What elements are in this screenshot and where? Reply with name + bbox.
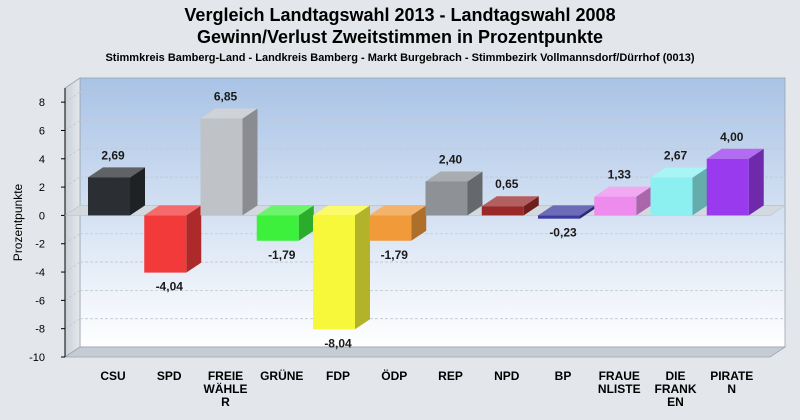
bar-top	[256, 205, 314, 216]
category-label: CSU	[100, 369, 125, 383]
bar	[650, 167, 708, 216]
bar-side	[186, 205, 202, 273]
bar-front	[369, 215, 412, 241]
category-label: FRAUE NLISTE	[598, 369, 641, 396]
category-label: NPD	[494, 369, 520, 383]
bar-side	[242, 108, 258, 216]
y-tick-label: 2	[39, 182, 45, 194]
category-label: BP	[555, 369, 572, 383]
bar-side	[130, 167, 145, 216]
chart-title: Vergleich Landtagswahl 2013 - Landtagswa…	[184, 5, 616, 25]
bar-side	[692, 167, 708, 216]
data-label: 2,40	[439, 152, 463, 166]
bar	[144, 205, 202, 273]
gridline-side	[64, 233, 81, 245]
bar-side	[523, 196, 539, 216]
category-label: DIE FRANK EN	[655, 369, 697, 409]
bar-top	[425, 171, 483, 182]
bar-side	[636, 186, 652, 216]
bar	[538, 205, 595, 219]
data-label: 2,69	[101, 148, 125, 162]
y-tick-label: -2	[35, 239, 45, 251]
bar-top	[706, 148, 764, 159]
bar	[256, 205, 314, 241]
bar-front	[594, 196, 637, 216]
gridline-side	[64, 176, 81, 188]
bar	[88, 167, 145, 216]
bar-front	[144, 215, 187, 273]
bar-top	[650, 167, 708, 178]
plot-side-wall	[64, 77, 81, 358]
category-label: ÖDP	[381, 368, 407, 383]
bar-top	[88, 167, 145, 178]
chart-titles: Vergleich Landtagswahl 2013 - Landtagswa…	[0, 0, 800, 65]
bar-side	[355, 205, 370, 330]
bar-front	[706, 158, 749, 216]
data-label: 4,00	[720, 130, 744, 144]
chart-location: Stimmkreis Bamberg-Land - Landkreis Bamb…	[105, 52, 695, 64]
bar-side	[411, 205, 427, 241]
data-label: 2,67	[664, 149, 688, 163]
data-label: -4,04	[156, 280, 184, 294]
bar-top	[369, 205, 427, 216]
bar-side	[580, 205, 595, 219]
data-label: -1,79	[381, 248, 409, 262]
data-label: 6,85	[214, 89, 238, 103]
gridline-side	[64, 290, 81, 301]
bar-side	[467, 171, 483, 216]
bar-front	[650, 177, 693, 216]
bar-front	[313, 215, 355, 330]
bar	[706, 148, 764, 216]
y-tick-label: 4	[39, 154, 45, 166]
y-axis-label: Prozentpunkte	[11, 183, 25, 261]
bar-top	[594, 186, 652, 197]
bar-top	[481, 196, 539, 207]
y-tick-label: -4	[35, 267, 45, 279]
bar-side	[748, 148, 764, 216]
bar-top	[313, 205, 370, 216]
bar-top	[144, 205, 202, 216]
bar-front	[256, 215, 299, 241]
data-label: -1,79	[268, 248, 296, 262]
bar-front	[538, 215, 580, 219]
y-tick-label: 8	[39, 97, 45, 109]
data-label: -0,23	[549, 226, 577, 240]
bar	[313, 205, 370, 330]
y-tick-label: 6	[39, 125, 45, 137]
data-label: 0,65	[495, 177, 519, 191]
bar-front	[481, 206, 524, 216]
bar-top	[538, 205, 595, 216]
plot-floor	[63, 346, 787, 358]
bar	[425, 171, 483, 216]
chart-subtitle: Gewinn/Verlust Zweitstimmen in Prozentpu…	[196, 27, 604, 47]
bar	[200, 108, 258, 216]
y-tick-label: -8	[35, 324, 45, 336]
category-label: SPD	[157, 369, 182, 383]
data-label: -8,04	[324, 336, 352, 350]
bar	[369, 205, 427, 241]
y-tick-label: 0	[39, 210, 45, 222]
bar-top	[200, 108, 258, 119]
category-label: REP	[438, 369, 463, 383]
gridline-side	[64, 261, 81, 273]
bar-front	[200, 118, 243, 216]
category-label: FREIE WÄHLE R	[204, 369, 248, 409]
category-label: FDP	[326, 369, 350, 383]
bar	[481, 196, 539, 216]
category-label: PIRATE N	[710, 369, 753, 396]
category-label: GRÜNE	[260, 368, 303, 383]
bar	[594, 186, 652, 216]
bar-front	[88, 177, 130, 216]
gridline-side	[64, 318, 81, 330]
y-tick-label: -6	[35, 295, 45, 307]
gridline-side	[64, 91, 81, 103]
gridline-side	[64, 120, 81, 131]
bar-front	[425, 181, 468, 216]
y-tick-label: -10	[29, 352, 45, 364]
bar-side	[298, 205, 314, 241]
gridline-side	[64, 148, 81, 160]
data-label: 1,33	[608, 168, 632, 182]
